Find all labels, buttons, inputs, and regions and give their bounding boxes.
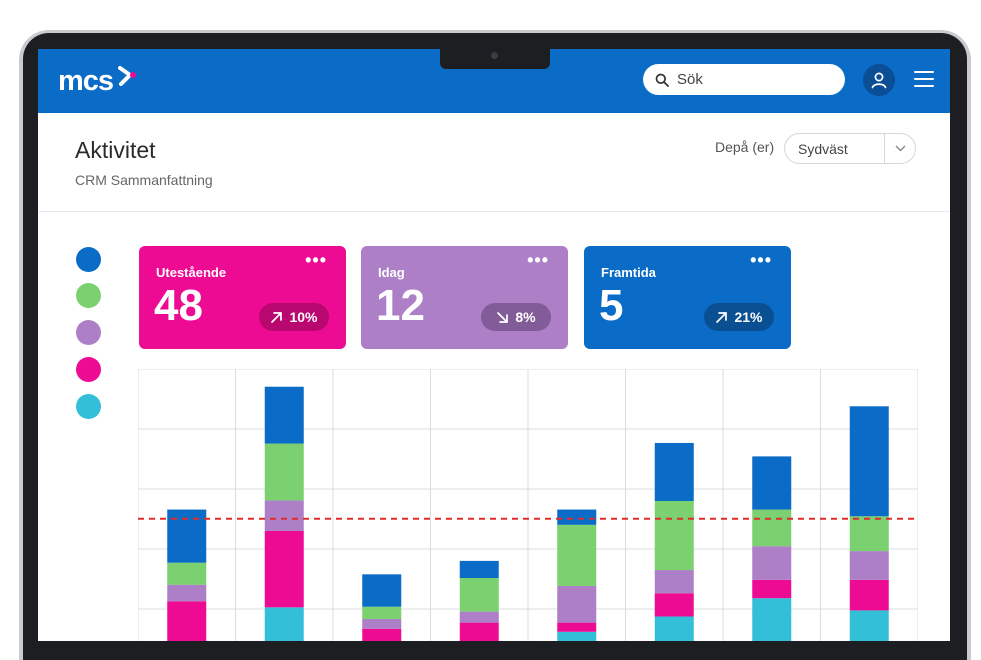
camera-notch <box>440 49 550 69</box>
kpi-label: Framtida <box>601 265 656 280</box>
bar-segment-6-1 <box>654 593 694 617</box>
bar-segment-5-0 <box>557 631 597 641</box>
bar-segment-2-2 <box>264 500 304 531</box>
kpi-card-outstanding[interactable]: ••• Utestående 48 10% <box>139 246 346 349</box>
bar-segment-1-4 <box>167 509 207 563</box>
kpi-change-badge: 8% <box>481 303 551 331</box>
logo-mark-icon <box>118 66 136 86</box>
bar-segment-5-2 <box>557 585 597 623</box>
bar-segment-6-4 <box>654 442 694 501</box>
bar-segment-3-1 <box>362 628 402 641</box>
search-box[interactable]: Sök <box>643 64 845 95</box>
bar-segment-8-1 <box>849 579 889 611</box>
camera-icon <box>491 52 498 59</box>
kpi-value: 5 <box>599 281 624 330</box>
bar-segment-2-0 <box>264 607 304 641</box>
user-button[interactable] <box>863 64 895 96</box>
bar-segment-8-0 <box>849 610 889 641</box>
legend-dot-purple[interactable] <box>76 320 101 345</box>
bar-segment-1-1 <box>167 601 207 641</box>
bar-segment-7-3 <box>752 509 792 547</box>
kpi-change-badge: 10% <box>259 303 329 331</box>
arrow-up-right-icon <box>271 311 283 323</box>
kpi-change-badge: 21% <box>704 303 774 331</box>
stacked-bar-chart <box>138 369 918 641</box>
bar-segment-1-3 <box>167 562 207 585</box>
bar-segment-4-4 <box>459 560 499 578</box>
kpi-change-value: 8% <box>515 309 536 325</box>
brand-logo[interactable]: mcs <box>58 65 114 97</box>
chevron-down-icon <box>895 145 905 152</box>
bar-segment-4-2 <box>459 611 499 623</box>
bar-segment-5-3 <box>557 524 597 586</box>
depot-dropdown-toggle[interactable] <box>884 134 915 163</box>
user-icon <box>871 72 887 89</box>
bar-segment-7-1 <box>752 579 792 599</box>
more-icon[interactable]: ••• <box>750 250 772 270</box>
page-title: Aktivitet <box>75 137 156 163</box>
bar-segment-2-4 <box>264 386 304 444</box>
arrow-up-right-icon <box>716 311 728 323</box>
kpi-label: Idag <box>378 265 405 280</box>
bar-segment-4-3 <box>459 578 499 612</box>
search-input[interactable]: Sök <box>677 71 703 88</box>
kpi-change-value: 21% <box>734 309 763 325</box>
menu-icon[interactable] <box>914 71 934 89</box>
arrow-down-right-icon <box>497 311 509 323</box>
bar-segment-7-4 <box>752 456 792 510</box>
bar-segment-6-0 <box>654 616 694 641</box>
search-icon <box>655 73 669 87</box>
depot-selected-value: Sydväst <box>798 140 848 157</box>
bar-segment-7-2 <box>752 546 792 580</box>
depot-label: Depå (er) <box>715 139 775 155</box>
bar-segment-3-4 <box>362 574 402 607</box>
legend-dot-blue[interactable] <box>76 247 101 272</box>
kpi-card-today[interactable]: ••• Idag 12 8% <box>361 246 568 349</box>
bar-segment-2-3 <box>264 443 304 501</box>
legend-dot-pink[interactable] <box>76 357 101 382</box>
page-subtitle: CRM Sammanfattning <box>75 172 213 188</box>
kpi-label: Utestående <box>156 265 227 280</box>
bar-segment-2-1 <box>264 530 304 608</box>
bar-segment-3-3 <box>362 606 402 619</box>
more-icon[interactable]: ••• <box>305 250 327 270</box>
more-icon[interactable]: ••• <box>527 250 549 270</box>
kpi-change-value: 10% <box>289 309 318 325</box>
bar-segment-5-1 <box>557 622 597 632</box>
kpi-card-future[interactable]: ••• Framtida 5 21% <box>584 246 791 349</box>
top-bar: mcs Sök <box>38 49 950 113</box>
header-divider <box>38 211 950 212</box>
bar-segment-8-4 <box>849 406 889 517</box>
bar-segment-8-3 <box>849 516 889 552</box>
bar-segment-1-2 <box>167 584 207 602</box>
bar-segment-3-2 <box>362 618 402 629</box>
bar-segment-6-2 <box>654 570 694 594</box>
bar-segment-5-4 <box>557 509 597 525</box>
app-screen: mcs Sök Aktivitet CRM Sammanfattning Dep… <box>38 49 950 641</box>
bar-segment-6-3 <box>654 501 694 571</box>
legend-dot-cyan[interactable] <box>76 394 101 419</box>
legend-dot-green[interactable] <box>76 283 101 308</box>
bar-segment-7-0 <box>752 598 792 641</box>
kpi-value: 12 <box>376 281 425 330</box>
bar-segment-4-1 <box>459 622 499 641</box>
bar-segment-8-2 <box>849 551 889 580</box>
depot-select[interactable]: Sydväst <box>784 133 916 164</box>
kpi-value: 48 <box>154 281 203 330</box>
